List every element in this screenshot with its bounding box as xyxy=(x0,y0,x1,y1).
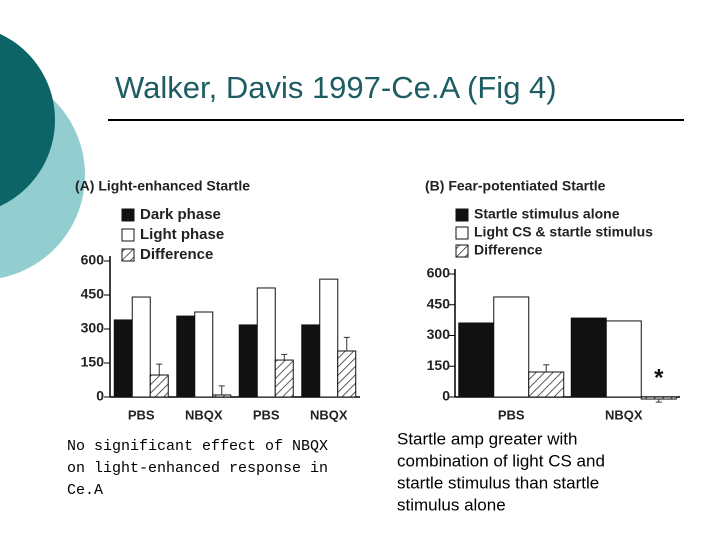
bar xyxy=(212,394,232,398)
bar xyxy=(570,317,607,398)
bar xyxy=(528,371,565,398)
bar xyxy=(131,296,151,398)
bar xyxy=(176,315,196,398)
legend-swatch xyxy=(121,248,135,262)
legend-swatch xyxy=(121,208,135,222)
y-tick-label: 600 xyxy=(81,252,105,268)
bar xyxy=(194,311,214,398)
decor-circle xyxy=(0,33,55,207)
bar xyxy=(319,278,339,398)
legend-label: Difference xyxy=(474,242,543,258)
chart-title: (A) Light-enhanced Startle xyxy=(75,178,250,194)
y-tick-label: 0 xyxy=(442,388,450,404)
x-tick-label: NBQX xyxy=(605,407,643,422)
x-tick-label: PBS xyxy=(128,407,155,422)
bar xyxy=(149,374,169,398)
legend-label: Light CS & startle stimulus xyxy=(474,224,653,240)
bar xyxy=(113,319,133,398)
y-tick-label: 150 xyxy=(81,354,105,370)
legend-label: Dark phase xyxy=(140,206,221,223)
bar xyxy=(493,296,530,398)
legend-swatch xyxy=(121,228,135,242)
x-tick-label: PBS xyxy=(253,407,280,422)
x-tick-label: PBS xyxy=(498,407,525,422)
legend-swatch xyxy=(455,208,469,222)
bar xyxy=(301,324,321,398)
legend-label: Difference xyxy=(140,246,213,263)
caption-line: No significant effect of NBQX xyxy=(67,438,328,455)
bar xyxy=(256,287,276,398)
bar xyxy=(640,396,677,400)
caption-line: stimulus alone xyxy=(397,495,506,514)
annotation: * xyxy=(654,364,664,391)
y-tick-label: 300 xyxy=(81,320,105,336)
bar xyxy=(238,324,258,398)
legend-swatch xyxy=(455,226,469,240)
bar xyxy=(458,322,495,398)
caption-line: Ce.A xyxy=(67,482,103,499)
y-tick-label: 450 xyxy=(427,295,451,311)
caption-line: Startle amp greater with xyxy=(397,429,577,448)
bar xyxy=(605,320,642,398)
y-tick-label: 300 xyxy=(427,326,451,342)
legend-label: Startle stimulus alone xyxy=(474,206,620,222)
legend-swatch xyxy=(455,244,469,258)
bar xyxy=(337,350,357,398)
caption-line: startle stimulus than startle xyxy=(397,473,599,492)
y-tick-label: 0 xyxy=(96,388,104,404)
chart-title: (B) Fear-potentiated Startle xyxy=(425,178,606,194)
y-tick-label: 450 xyxy=(81,286,105,302)
bar xyxy=(274,359,294,398)
x-tick-label: NBQX xyxy=(185,407,223,422)
legend-label: Light phase xyxy=(140,226,224,243)
y-tick-label: 600 xyxy=(427,265,451,281)
slide-title: Walker, Davis 1997-Ce.A (Fig 4) xyxy=(115,70,557,105)
y-tick-label: 150 xyxy=(427,357,451,373)
caption-line: on light-enhanced response in xyxy=(67,460,328,477)
caption-line: combination of light CS and xyxy=(397,451,605,470)
x-tick-label: NBQX xyxy=(310,407,348,422)
